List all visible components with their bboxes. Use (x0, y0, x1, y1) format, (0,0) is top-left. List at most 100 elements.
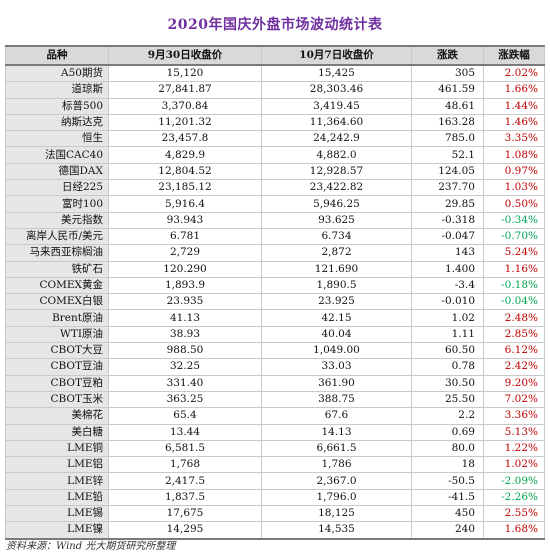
cell-change: 18 (411, 456, 484, 474)
cell-pct: 0.50% (483, 195, 545, 213)
cell-close-0930: 32.25 (108, 358, 262, 376)
cell-change: 1.11 (411, 325, 484, 344)
cell-change: -0.318 (411, 211, 484, 229)
cell-close-1007: 18,125 (261, 505, 412, 523)
cell-change: 1.400 (411, 260, 484, 278)
cell-close-0930: 363.25 (108, 390, 262, 409)
cell-name: LME锡 (5, 505, 109, 523)
cell-name: 铁矿石 (5, 260, 109, 278)
table-row: 离岸人民币/美元 6.781 6.734 -0.047 -0.70% (5, 227, 545, 246)
cell-close-0930: 27,841.87 (108, 81, 262, 99)
table-row: 日经225 23,185.12 23,422.82 237.70 1.03% (5, 179, 545, 197)
cell-pct: -2.26% (483, 488, 545, 507)
table-row: LME铜 6,581.5 6,661.5 80.0 1.22% (5, 439, 545, 458)
table-row: CBOT豆粕 331.40 361.90 30.50 9.20% (5, 374, 545, 392)
cell-name: 马来西亚棕榈油 (5, 244, 109, 262)
cell-pct: 1.16% (483, 260, 545, 278)
cell-name: 美元指数 (5, 211, 109, 229)
cell-close-0930: 23,457.8 (108, 130, 262, 148)
cell-close-1007: 23,422.82 (261, 179, 412, 197)
cell-close-1007: 388.75 (261, 390, 412, 409)
header-close-1007: 10月7日收盘价 (261, 45, 412, 66)
table-row: 铁矿石 120.290 121.690 1.400 1.16% (5, 260, 545, 278)
cell-pct: 5.13% (483, 423, 545, 441)
cell-pct: -0.04% (483, 293, 545, 311)
cell-close-0930: 6,581.5 (108, 439, 262, 458)
table-row: 恒生 23,457.8 24,242.9 785.0 3.35% (5, 130, 545, 148)
cell-change: 143 (411, 244, 484, 262)
table-row: 美元指数 93.943 93.625 -0.318 -0.34% (5, 211, 545, 229)
cell-close-1007: 23.925 (261, 293, 412, 311)
table-row: 富时100 5,916.4 5,946.25 29.85 0.50% (5, 195, 545, 213)
cell-close-1007: 1,890.5 (261, 276, 412, 295)
cell-close-0930: 1,768 (108, 456, 262, 474)
cell-name: CBOT玉米 (5, 390, 109, 409)
cell-close-1007: 15,425 (261, 64, 412, 83)
cell-name: COMEX白银 (5, 293, 109, 311)
cell-change: 0.69 (411, 423, 484, 441)
header-name: 品种 (5, 45, 109, 66)
cell-close-0930: 331.40 (108, 374, 262, 392)
table-row: LME锌 2,417.5 2,367.0 -50.5 -2.09% (5, 472, 545, 490)
cell-change: 30.50 (411, 374, 484, 392)
cell-close-1007: 12,928.57 (261, 162, 412, 181)
cell-close-0930: 11,201.32 (108, 113, 262, 132)
cell-pct: 3.35% (483, 130, 545, 148)
cell-name: CBOT豆粕 (5, 374, 109, 392)
cell-change: 237.70 (411, 179, 484, 197)
table-row: 德国DAX 12,804.52 12,928.57 124.05 0.97% (5, 162, 545, 181)
cell-name: A50期货 (5, 64, 109, 83)
cell-pct: -0.18% (483, 276, 545, 295)
cell-change: 60.50 (411, 342, 484, 360)
cell-close-1007: 11,364.60 (261, 113, 412, 132)
cell-change: 29.85 (411, 195, 484, 213)
table-row: COMEX白银 23.935 23.925 -0.010 -0.04% (5, 293, 545, 311)
cell-change: 48.61 (411, 97, 484, 115)
header-row: 品种 9月30日收盘价 10月7日收盘价 涨跌 涨跌幅 (5, 45, 545, 66)
cell-name: 美白糖 (5, 423, 109, 441)
cell-close-1007: 1,049.00 (261, 342, 412, 360)
cell-change: 124.05 (411, 162, 484, 181)
cell-name: Brent原油 (5, 309, 109, 327)
cell-close-0930: 2,729 (108, 244, 262, 262)
table-row: 标普500 3,370.84 3,419.45 48.61 1.44% (5, 97, 545, 115)
cell-close-1007: 67.6 (261, 407, 412, 425)
cell-close-0930: 15,120 (108, 64, 262, 83)
table-row: LME锡 17,675 18,125 450 2.55% (5, 505, 545, 523)
cell-close-0930: 23.935 (108, 293, 262, 311)
cell-pct: 2.55% (483, 505, 545, 523)
cell-change: -0.047 (411, 227, 484, 246)
cell-pct: 1.03% (483, 179, 545, 197)
cell-close-1007: 6,661.5 (261, 439, 412, 458)
cell-close-0930: 17,675 (108, 505, 262, 523)
cell-close-1007: 121.690 (261, 260, 412, 278)
cell-pct: 6.12% (483, 342, 545, 360)
cell-close-0930: 120.290 (108, 260, 262, 278)
table-row: LME铅 1,837.5 1,796.0 -41.5 -2.26% (5, 488, 545, 507)
cell-change: -3.4 (411, 276, 484, 295)
cell-name: 美棉花 (5, 407, 109, 425)
cell-pct: 1.68% (483, 521, 545, 540)
cell-name: 法国CAC40 (5, 146, 109, 164)
cell-change: 163.28 (411, 113, 484, 132)
cell-pct: 2.85% (483, 325, 545, 344)
table-row: A50期货 15,120 15,425 305 2.02% (5, 64, 545, 83)
table-row: CBOT豆油 32.25 33.03 0.78 2.42% (5, 358, 545, 376)
cell-pct: 1.22% (483, 439, 545, 458)
table-title: 2020年国庆外盘市场波动统计表 (167, 17, 383, 33)
cell-close-1007: 14,535 (261, 521, 412, 540)
cell-close-1007: 42.15 (261, 309, 412, 327)
cell-name: CBOT大豆 (5, 342, 109, 360)
cell-close-0930: 93.943 (108, 211, 262, 229)
cell-pct: -2.09% (483, 472, 545, 490)
cell-close-0930: 6.781 (108, 227, 262, 246)
table-row: WTI原油 38.93 40.04 1.11 2.85% (5, 325, 545, 344)
cell-close-1007: 1,786 (261, 456, 412, 474)
cell-close-0930: 13.44 (108, 423, 262, 441)
cell-change: 450 (411, 505, 484, 523)
cell-name: LME铅 (5, 488, 109, 507)
cell-close-1007: 2,367.0 (261, 472, 412, 490)
table-row: 纳斯达克 11,201.32 11,364.60 163.28 1.46% (5, 113, 545, 132)
cell-change: -50.5 (411, 472, 484, 490)
cell-close-1007: 2,872 (261, 244, 412, 262)
